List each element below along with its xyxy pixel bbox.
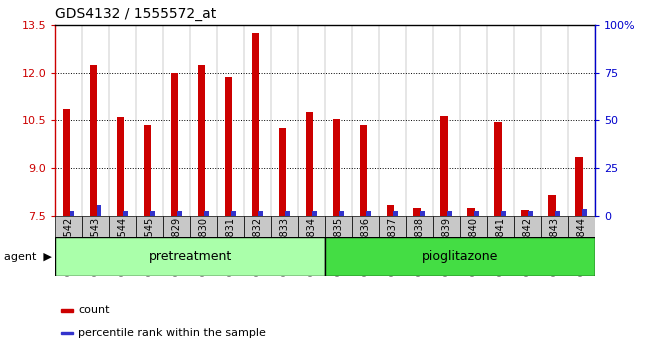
Bar bbox=[306, 113, 313, 216]
Bar bbox=[352, 216, 379, 237]
Bar bbox=[117, 117, 124, 216]
Text: GSM201839: GSM201839 bbox=[441, 217, 451, 276]
Bar bbox=[339, 211, 344, 216]
Bar bbox=[271, 216, 298, 237]
Text: GSM201844: GSM201844 bbox=[577, 217, 586, 276]
Bar bbox=[528, 211, 533, 216]
Bar bbox=[467, 208, 475, 216]
Bar bbox=[333, 119, 340, 216]
Text: GSM201843: GSM201843 bbox=[549, 217, 559, 276]
Text: agent  ▶: agent ▶ bbox=[4, 252, 52, 262]
Bar bbox=[447, 211, 452, 216]
Bar bbox=[312, 211, 317, 216]
Bar bbox=[501, 211, 506, 216]
Bar bbox=[82, 216, 109, 237]
Bar bbox=[460, 216, 487, 237]
Bar bbox=[225, 78, 232, 216]
Bar bbox=[325, 216, 352, 237]
Bar bbox=[198, 65, 205, 216]
Bar bbox=[217, 216, 244, 237]
Bar bbox=[521, 210, 529, 216]
Bar bbox=[298, 216, 325, 237]
Bar bbox=[325, 237, 595, 276]
Bar bbox=[575, 157, 583, 216]
Bar bbox=[244, 216, 271, 237]
Text: GSM201545: GSM201545 bbox=[145, 217, 155, 276]
Bar bbox=[555, 211, 560, 216]
Text: GSM201832: GSM201832 bbox=[253, 217, 263, 276]
Text: GSM201834: GSM201834 bbox=[307, 217, 317, 276]
Text: GSM201840: GSM201840 bbox=[469, 217, 478, 276]
Bar bbox=[474, 211, 479, 216]
Text: count: count bbox=[78, 305, 109, 315]
Bar bbox=[420, 211, 425, 216]
Bar bbox=[109, 216, 136, 237]
Bar bbox=[393, 211, 398, 216]
Bar bbox=[379, 216, 406, 237]
Bar bbox=[279, 129, 286, 216]
Bar bbox=[63, 109, 70, 216]
Bar bbox=[190, 216, 217, 237]
Bar bbox=[171, 73, 178, 216]
Bar bbox=[150, 211, 155, 216]
Bar bbox=[549, 195, 556, 216]
Bar bbox=[204, 211, 209, 216]
Text: GSM201835: GSM201835 bbox=[333, 217, 343, 276]
Text: GDS4132 / 1555572_at: GDS4132 / 1555572_at bbox=[55, 7, 216, 21]
Bar bbox=[163, 216, 190, 237]
Text: GSM201836: GSM201836 bbox=[361, 217, 370, 276]
Text: GSM201838: GSM201838 bbox=[415, 217, 424, 276]
Text: GSM201829: GSM201829 bbox=[172, 217, 181, 276]
Bar bbox=[441, 115, 448, 216]
Bar bbox=[387, 205, 394, 216]
Text: GSM201837: GSM201837 bbox=[387, 217, 397, 276]
Bar bbox=[568, 216, 595, 237]
Text: percentile rank within the sample: percentile rank within the sample bbox=[78, 328, 266, 338]
Bar bbox=[406, 216, 433, 237]
Bar bbox=[582, 209, 587, 216]
Text: GSM201833: GSM201833 bbox=[280, 217, 289, 276]
Text: pioglitazone: pioglitazone bbox=[422, 250, 498, 263]
Bar bbox=[55, 237, 325, 276]
Bar bbox=[144, 125, 151, 216]
Bar bbox=[433, 216, 460, 237]
Text: GSM201842: GSM201842 bbox=[523, 217, 532, 276]
Bar bbox=[366, 211, 371, 216]
Bar bbox=[136, 216, 163, 237]
Bar bbox=[252, 33, 259, 216]
Bar bbox=[60, 309, 73, 312]
Bar bbox=[90, 65, 97, 216]
Text: GSM201841: GSM201841 bbox=[495, 217, 505, 276]
Bar bbox=[359, 125, 367, 216]
Bar bbox=[514, 216, 541, 237]
Bar bbox=[55, 216, 83, 237]
Bar bbox=[177, 211, 182, 216]
Bar bbox=[413, 208, 421, 216]
Bar bbox=[231, 211, 236, 216]
Bar bbox=[124, 211, 128, 216]
Text: GSM201831: GSM201831 bbox=[226, 217, 235, 276]
Bar bbox=[487, 216, 514, 237]
Bar bbox=[541, 216, 568, 237]
Bar bbox=[285, 211, 290, 216]
Bar bbox=[60, 332, 73, 335]
Text: GSM201544: GSM201544 bbox=[118, 217, 127, 276]
Bar bbox=[96, 205, 101, 216]
Text: GSM201543: GSM201543 bbox=[91, 217, 101, 276]
Text: GSM201830: GSM201830 bbox=[199, 217, 209, 276]
Text: GSM201542: GSM201542 bbox=[64, 217, 73, 276]
Bar bbox=[70, 211, 74, 216]
Bar bbox=[258, 211, 263, 216]
Bar bbox=[495, 122, 502, 216]
Text: pretreatment: pretreatment bbox=[148, 250, 232, 263]
